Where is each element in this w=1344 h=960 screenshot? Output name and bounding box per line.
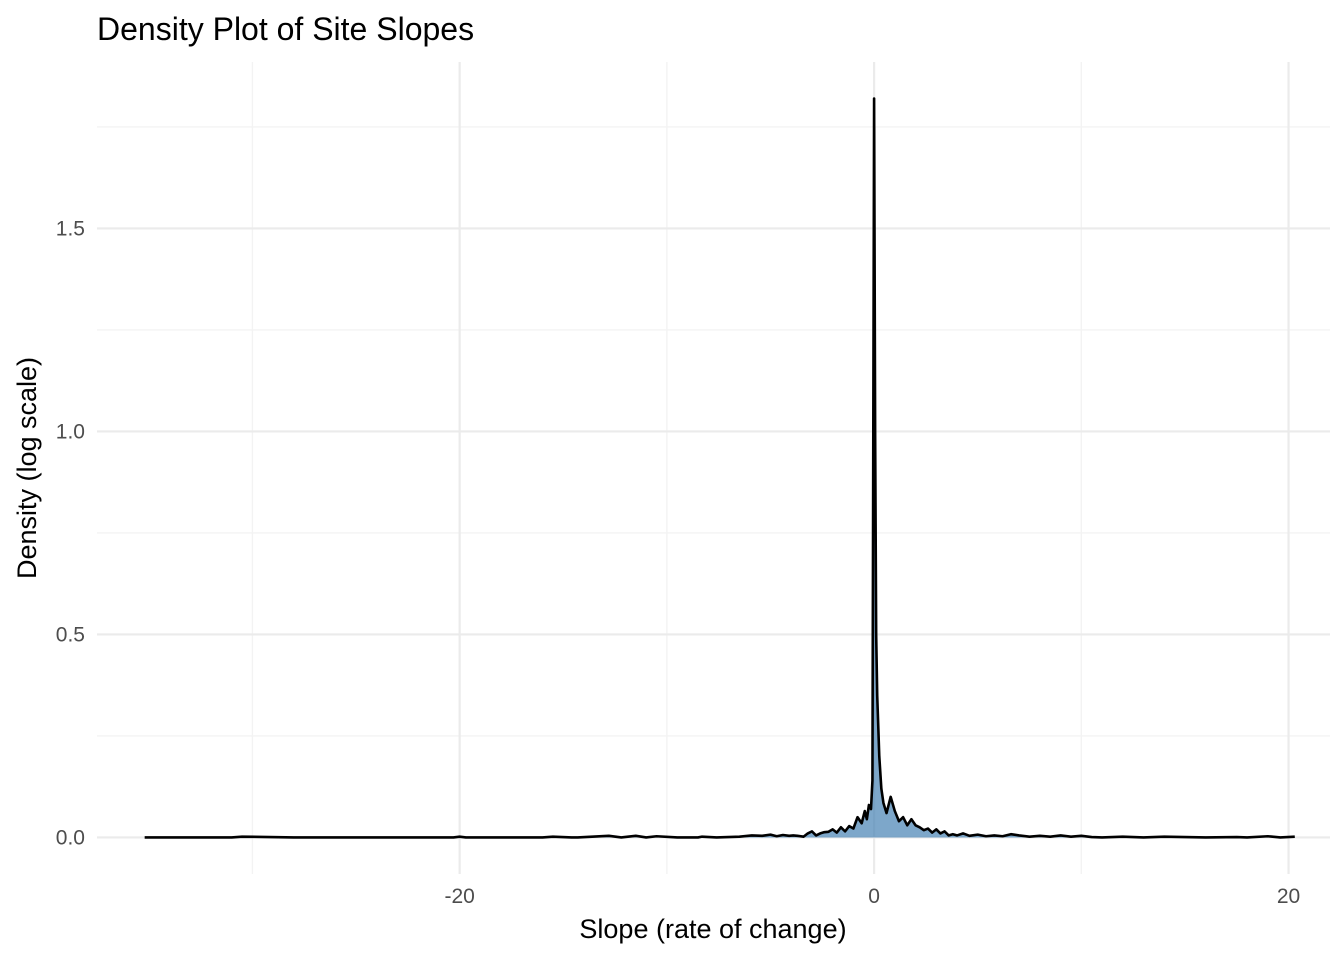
y-tick-label: 0.5 — [56, 623, 85, 646]
y-axis-title: Density (log scale) — [12, 357, 42, 579]
x-tick-label: 0 — [868, 885, 880, 908]
x-axis-title: Slope (rate of change) — [579, 914, 846, 944]
x-tick-label: -20 — [444, 885, 474, 908]
density-line — [144, 97, 1295, 839]
y-tick-label: 1.0 — [56, 420, 85, 443]
chart-title: Density Plot of Site Slopes — [97, 11, 474, 47]
x-tick-label: 20 — [1277, 885, 1300, 908]
x-axis-ticks: -20 0 20 — [444, 885, 1300, 908]
y-axis-ticks: 0.0 0.5 1.0 1.5 — [56, 217, 85, 849]
density-area — [144, 98, 1295, 838]
y-tick-label: 1.5 — [56, 217, 85, 240]
y-tick-label: 0.0 — [56, 826, 85, 849]
grid-lines — [97, 62, 1330, 874]
